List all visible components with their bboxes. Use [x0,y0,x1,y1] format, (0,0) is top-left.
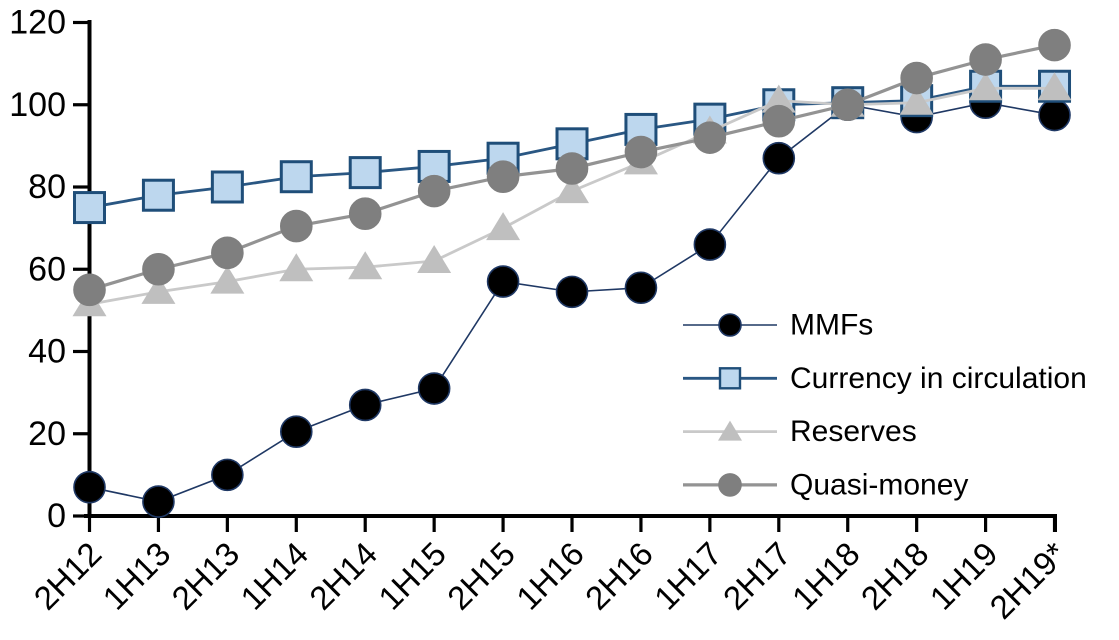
marker-mmfs [486,265,520,298]
x-tick-label: 1H17 [647,535,729,617]
marker-quasi-money [900,61,933,95]
marker-quasi-money [417,174,451,208]
marker-mmfs [762,141,796,175]
marker-quasi-money [348,197,382,231]
marker-mmfs [211,458,244,492]
marker-mmfs [693,228,727,261]
marker-reserves [1037,72,1072,101]
marker-quasi-money [486,160,520,194]
marker-currency-in-circulation [141,178,175,212]
legend-marker-reserves [718,420,742,441]
marker-reserves [417,245,452,274]
marker-mmfs [624,271,658,305]
marker-reserves [141,275,176,304]
y-tick-label: 60 [28,250,66,288]
marker-quasi-money [73,273,106,307]
marker-reserves [348,251,383,280]
marker-currency-in-circulation [348,156,382,190]
x-tick-label: 2H13 [164,535,246,617]
marker-mmfs [1038,98,1071,132]
marker-mmfs [555,275,589,309]
marker-reserves [761,84,796,113]
y-tick-label: 0 [47,497,66,535]
y-tick-label: 80 [28,168,66,206]
marker-quasi-money [762,104,796,138]
marker-quasi-money [1038,28,1071,62]
x-tick-label: 1H13 [95,535,177,617]
x-tick-label: 1H18 [785,535,867,617]
y-tick-label: 120 [9,4,66,42]
marker-quasi-money [969,43,1002,76]
legend-label-reserves: Reserves [790,415,917,448]
marker-quasi-money [831,88,865,122]
marker-mmfs [142,485,175,518]
x-tick-label: 1H16 [509,535,591,617]
x-tick-label: 2H18 [854,535,936,617]
marker-reserves [210,265,245,294]
y-tick-label: 100 [9,86,66,124]
y-tick-label: 20 [28,415,66,453]
legend-marker-mmfs [718,313,742,337]
marker-reserves [555,175,590,204]
legend-label-currency-in-circulation: Currency in circulation [790,362,1087,395]
marker-currency-in-circulation [73,191,106,225]
marker-quasi-money [624,135,658,169]
marker-reserves [279,253,314,282]
marker-reserves [899,86,934,115]
legend-label-quasi-money: Quasi-money [790,468,968,501]
legend-marker-currency-in-circulation [718,367,742,390]
marker-quasi-money [693,121,727,154]
y-tick-label: 40 [28,333,66,371]
legend-label-mmfs: MMFs [790,309,873,342]
marker-currency-in-circulation [279,160,313,194]
x-tick-label: 2H16 [578,535,660,617]
x-tick-label: 2H14 [302,535,384,617]
marker-mmfs [73,470,106,504]
marker-reserves [486,212,521,241]
x-tick-label: 1H15 [371,535,453,617]
marker-mmfs [417,372,451,405]
marker-mmfs [279,415,313,448]
marker-quasi-money [279,209,313,243]
x-tick-label: 2H19* [982,535,1073,626]
marker-quasi-money [211,236,244,270]
x-tick-label: 2H12 [27,535,109,617]
x-tick-label: 2H17 [716,535,798,617]
marker-quasi-money [142,252,175,286]
marker-currency-in-circulation [210,170,244,204]
marker-mmfs [348,388,382,422]
legend-marker-quasi-money [718,473,742,497]
x-tick-label: 2H15 [440,535,522,617]
x-tick-label: 1H14 [233,535,315,617]
marker-quasi-money [555,152,589,185]
marker-reserves [968,72,1003,101]
